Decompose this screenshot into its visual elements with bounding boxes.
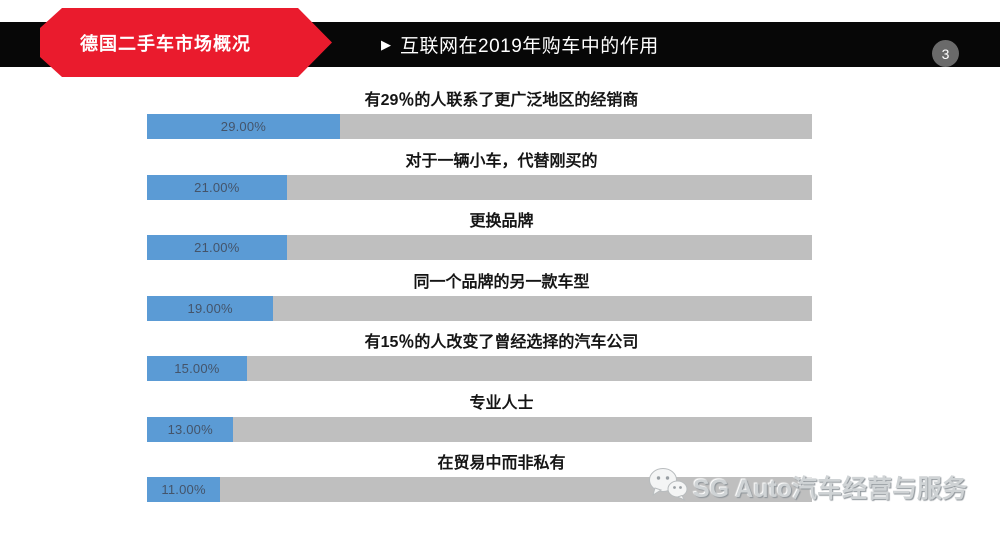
bar-row: 更换品牌 21.00% [147,211,812,260]
bar-track: 11.00% [147,477,812,502]
watermark: SG Auto汽车经营与服务 [648,466,967,507]
bar-fill: 21.00% [147,235,287,260]
bar-row: 同一个品牌的另一款车型 19.00% [147,272,812,321]
bar-track: 21.00% [147,235,812,260]
watermark-text: SG Auto汽车经营与服务 [693,474,968,503]
bar-track: 15.00% [147,356,812,381]
bar-track: 13.00% [147,416,812,442]
bar-fill: 11.00% [147,477,221,502]
page-number-badge: 3 [932,40,959,67]
slide-title-group: ▶ 互联网在2019年购车中的作用 [381,22,659,67]
bar-row: 有15％的人改变了曾经选择的汽车公司 15.00% [147,332,812,381]
bar-row: 在贸易中而非私有 11.00% [147,453,812,502]
bar-category-label: 对于一辆小车，代替刚买的 [405,152,598,170]
bar-value-label: 29.00% [220,119,267,134]
bar-value-label: 19.00% [187,300,233,316]
bar-track: 21.00% [147,174,812,200]
section-banner: 德国二手车市场概况 [40,8,332,77]
bar-category-label: 有29％的人联系了更广泛地区的经销商 [364,92,639,109]
bar-category-label: 专业人士 [469,394,534,412]
bar-category-label: 有15％的人改变了曾经选择的汽车公司 [364,334,639,351]
bar-value-label: 21.00% [194,240,240,255]
bar-track: 29.00% [147,114,812,139]
bar-category-label: 更换品牌 [469,213,534,230]
bar-fill: 13.00% [147,416,234,442]
bar-row: 专业人士 13.00% [147,393,812,442]
bar-fill: 15.00% [147,356,247,381]
wechat-icon [648,466,688,507]
bar-row: 有29％的人联系了更广泛地区的经销商 29.00% [147,90,812,139]
bar-category-label: 在贸易中而非私有 [437,455,566,472]
bar-value-label: 11.00% [161,482,206,497]
bar-chart: 有29％的人联系了更广泛地区的经销商 29.00% 对于一辆小车，代替刚买的 2… [147,90,812,502]
bar-value-label: 13.00% [167,421,213,437]
bar-fill: 21.00% [147,174,287,200]
bar-row: 对于一辆小车，代替刚买的 21.00% [147,151,812,200]
slide-title: 互联网在2019年购车中的作用 [400,36,659,57]
bar-category-label: 同一个品牌的另一款车型 [413,273,590,291]
bar-fill: 19.00% [147,295,274,321]
triangle-bullet-icon: ▶ [381,37,391,52]
bar-fill: 29.00% [147,114,340,139]
bar-value-label: 15.00% [174,361,220,376]
bar-track: 19.00% [147,295,812,321]
bar-value-label: 21.00% [194,179,240,195]
section-banner-label: 德国二手车市场概况 [80,33,251,54]
